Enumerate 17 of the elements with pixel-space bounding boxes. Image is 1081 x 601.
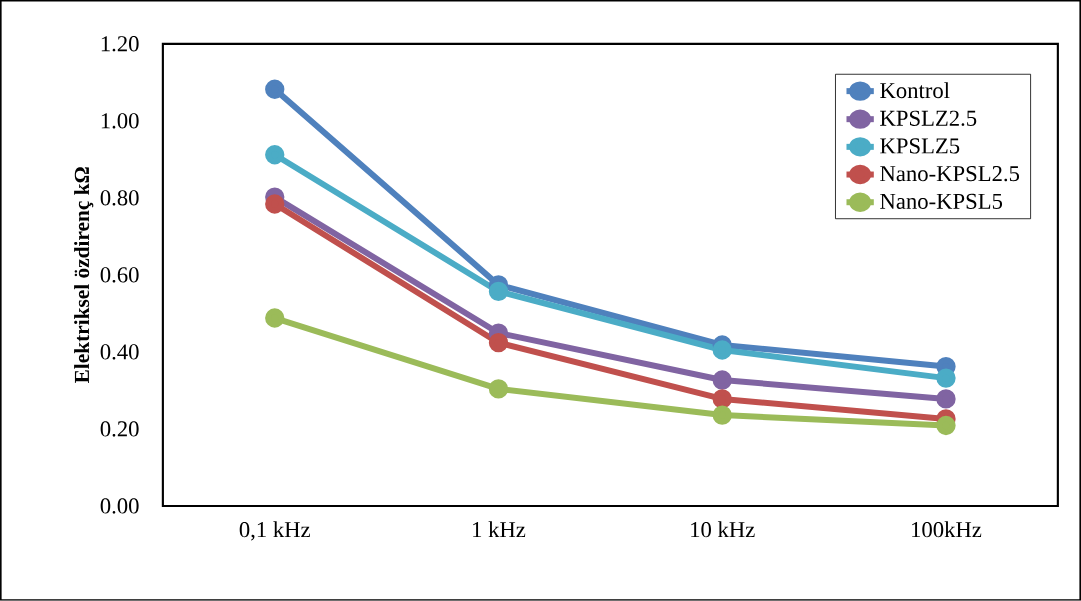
y-tick-label: 0.40 bbox=[100, 344, 139, 360]
y-tick-label: 0.00 bbox=[100, 498, 139, 514]
legend-label: KPSLZ2.5 bbox=[880, 110, 977, 127]
legend-label: Kontrol bbox=[880, 82, 950, 99]
y-tick-label: 1.00 bbox=[101, 113, 139, 129]
x-tick-label: 1 kHz bbox=[473, 521, 526, 538]
legend-label: KPSLZ5 bbox=[880, 138, 960, 154]
x-tick-label: 0,1 kHz bbox=[239, 521, 310, 541]
y-tick-label: 1.20 bbox=[101, 36, 139, 52]
x-tick-label: 10 kHz bbox=[691, 521, 755, 538]
y-tick-label: 0.80 bbox=[100, 190, 139, 206]
y-tick-label: 0.60 bbox=[100, 267, 139, 283]
y-axis-title: Elektriksel özdirenç kΩ bbox=[74, 167, 94, 384]
x-tick-label: 100kHz bbox=[912, 521, 982, 538]
legend-label: Nano-KPSL5 bbox=[880, 193, 1003, 210]
y-tick-label: 0.20 bbox=[100, 421, 139, 437]
legend-label: Nano-KPSL2.5 bbox=[880, 166, 1020, 182]
